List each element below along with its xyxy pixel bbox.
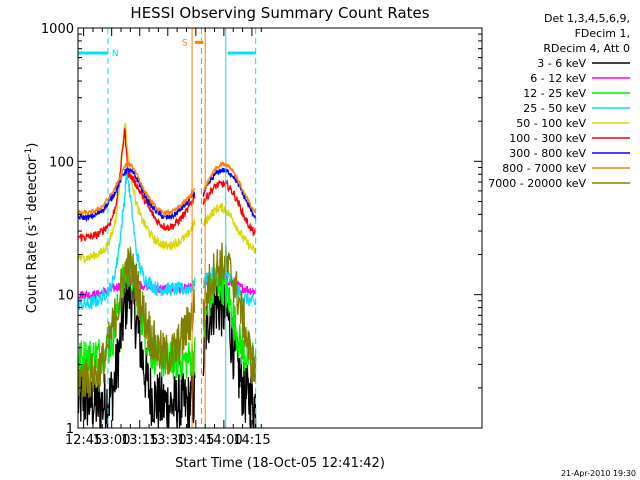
- x-tick-label: 14:15: [233, 433, 270, 448]
- y-tick-label: 1: [66, 422, 74, 437]
- legend-label: 50 - 100 keV: [516, 117, 586, 130]
- y-tick-label: 100: [49, 155, 74, 170]
- legend-label: 6 - 12 keV: [530, 72, 586, 85]
- series-layer: [78, 122, 257, 428]
- y-tick-label: 1000: [41, 22, 74, 37]
- series-line: [78, 242, 257, 399]
- series-line: [78, 166, 257, 311]
- x-tick-label: 13:45: [177, 433, 214, 448]
- x-tick-label: 13:30: [149, 433, 186, 448]
- flag-layer: NS: [78, 38, 256, 59]
- legend-header-line: RDecim 4, Att 0: [543, 42, 630, 55]
- x-tick-label: 12:45: [65, 433, 102, 448]
- y-axis-label-part: detector: [25, 156, 40, 216]
- plot-frame: [77, 27, 483, 429]
- series-line: [78, 128, 257, 243]
- legend-label: 3 - 6 keV: [537, 57, 586, 70]
- x-tick-label: 13:15: [121, 433, 158, 448]
- legend-label: 300 - 800 keV: [509, 147, 586, 160]
- flag-label: N: [112, 49, 119, 59]
- legend-label: 800 - 7000 keV: [502, 162, 586, 175]
- y-axis-label-part: ): [25, 143, 40, 148]
- x-axis-label: Start Time (18-Oct-05 12:41:42): [175, 456, 385, 471]
- legend-label: 100 - 300 keV: [509, 132, 586, 145]
- series-line: [78, 159, 256, 218]
- chart-title: HESSI Observing Summary Count Rates: [130, 4, 429, 22]
- legend-label: 25 - 50 keV: [523, 102, 586, 115]
- y-tick-label: 10: [57, 289, 74, 304]
- legend-header-line: FDecim 1,: [575, 27, 630, 40]
- x-tick-label: 13:00: [93, 433, 130, 448]
- legend-label: 7000 - 20000 keV: [488, 177, 586, 190]
- y-axis-label-sup: -1: [24, 148, 34, 157]
- x-tick-label: 14:00: [205, 433, 242, 448]
- legend: Det 1,3,4,5,6,9, FDecim 1, RDecim 4, Att 0…: [488, 12, 630, 190]
- series-line: [78, 167, 257, 222]
- flag-label: S: [182, 38, 188, 48]
- footer-timestamp: 21-Apr-2010 19:30: [561, 469, 636, 478]
- legend-label: 12 - 25 keV: [523, 87, 586, 100]
- y-axis-label: Count Rate (s-1 detector-1): [24, 143, 40, 314]
- y-axis-label-sup: -1: [24, 216, 34, 225]
- legend-header-line: Det 1,3,4,5,6,9,: [544, 12, 630, 25]
- y-axis-label-part: Count Rate (s: [25, 225, 40, 314]
- series-line: [78, 122, 257, 263]
